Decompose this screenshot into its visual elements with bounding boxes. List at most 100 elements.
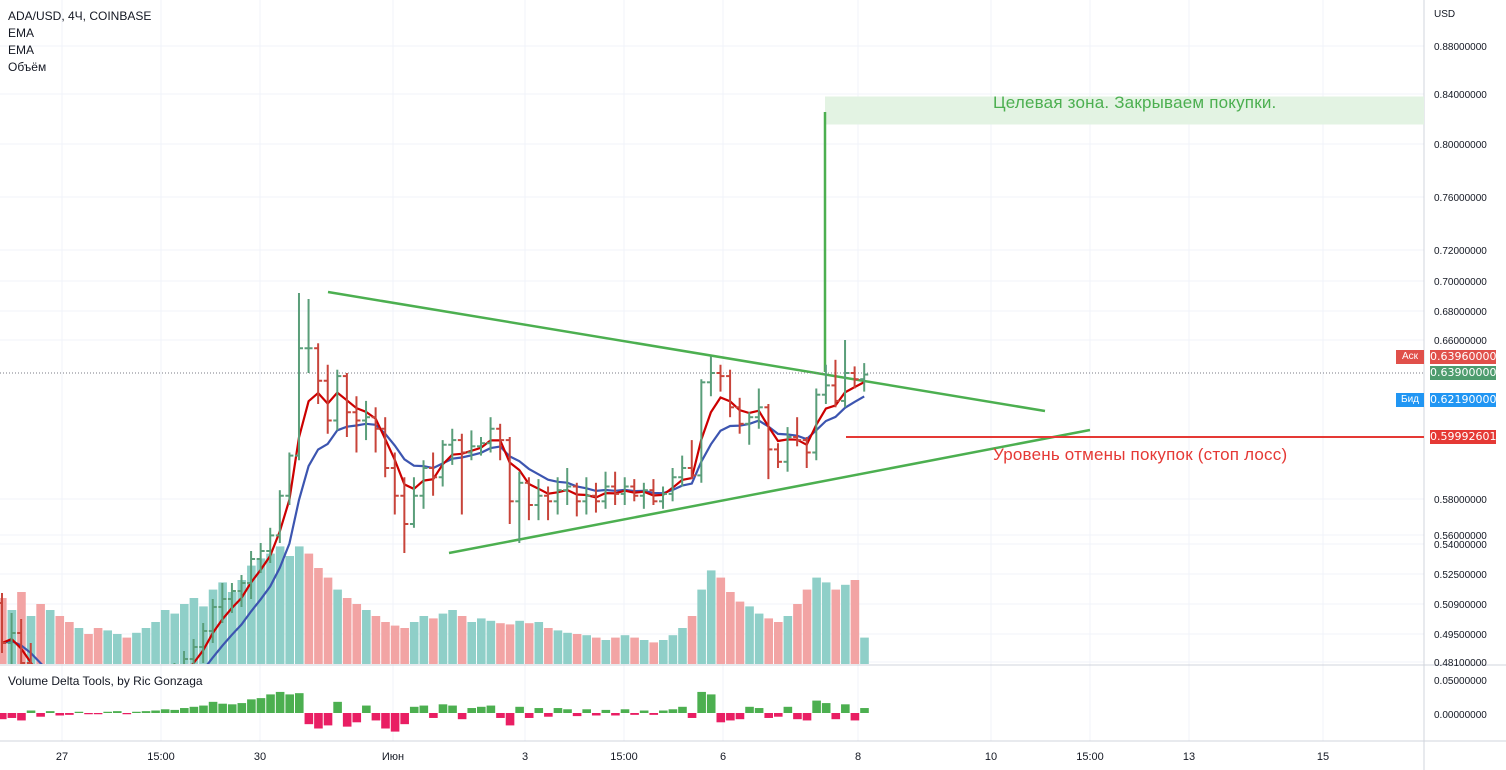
delta-bar	[189, 706, 199, 713]
delta-bar	[266, 694, 275, 713]
volume-bar	[802, 589, 812, 664]
volume-bar	[323, 577, 333, 664]
delta-bar	[668, 709, 678, 713]
price-bar	[352, 396, 361, 453]
price-bar	[304, 299, 313, 373]
price-bar	[189, 639, 198, 664]
price-tick-label: 0.50900000	[1434, 600, 1487, 611]
volume-bar	[419, 616, 429, 664]
delta-bar	[831, 713, 841, 720]
delta-bar	[496, 713, 505, 718]
delta-bar	[400, 713, 409, 725]
chart-legend: ADA/USD, 4Ч, COINBASE EMA EMA Объём	[8, 8, 151, 76]
price-bar	[515, 471, 524, 543]
price-bar	[582, 477, 591, 515]
volume-bar	[582, 635, 591, 664]
delta-bar	[486, 705, 496, 713]
delta-bar	[93, 713, 103, 715]
delta-bar	[601, 709, 611, 713]
price-bar	[611, 471, 620, 505]
volume-bar	[668, 635, 678, 664]
delta-bar	[227, 704, 237, 713]
delta-bar	[199, 705, 208, 713]
price-bar	[409, 477, 418, 528]
delta-bar	[783, 706, 793, 713]
last-price-tag: 0.63900000	[1430, 366, 1497, 380]
price-bar	[726, 369, 735, 418]
price-bar	[793, 417, 802, 447]
price-bar	[745, 412, 754, 445]
delta-bar	[275, 691, 285, 713]
volume-delta-title[interactable]: Volume Delta Tools, by Ric Gonzaga	[8, 674, 203, 688]
price-tick-label: 0.56000000	[1434, 531, 1487, 542]
price-bar	[7, 613, 16, 664]
delta-bar	[611, 713, 620, 716]
price-pane	[0, 96, 1424, 743]
delta-bar	[659, 710, 668, 713]
symbol-title[interactable]: ADA/USD, 4Ч, COINBASE	[8, 9, 152, 23]
pattern-lines	[327, 112, 1091, 555]
price-bar	[237, 575, 246, 607]
price-tick-label: 0.54000000	[1434, 540, 1487, 551]
ema-indicator-2[interactable]: EMA	[8, 43, 35, 57]
price-bar	[275, 490, 284, 543]
volume-bar	[36, 604, 45, 664]
price-bar	[802, 437, 811, 468]
delta-bar	[850, 713, 860, 721]
price-bar	[0, 593, 6, 653]
time-tick-label: Июн	[382, 751, 404, 763]
volume-bar	[821, 582, 831, 664]
delta-bar	[524, 713, 534, 718]
stop-loss-annotation[interactable]: Уровень отмены покупок (стоп лосс)	[993, 445, 1288, 464]
volume-bar	[620, 635, 630, 664]
delta-bar	[649, 713, 659, 715]
volume-bar	[189, 598, 199, 664]
volume-bar	[93, 628, 103, 664]
delta-bar	[26, 710, 36, 713]
volume-bar	[122, 637, 132, 664]
price-tick-label: 0.88000000	[1434, 42, 1487, 53]
volume-indicator[interactable]: Объём	[8, 60, 47, 74]
volume-bar	[45, 610, 55, 664]
price-bar	[735, 397, 744, 434]
delta-bar	[457, 713, 467, 720]
delta-bar	[793, 713, 802, 720]
volume-bar	[639, 640, 649, 664]
volume-bar	[180, 604, 189, 664]
volume-bar	[716, 577, 726, 664]
price-tick-label: 0.70000000	[1434, 277, 1487, 288]
price-bar	[218, 583, 227, 623]
volume-bar	[726, 592, 735, 664]
volume-bar	[448, 610, 457, 664]
volume-bar	[831, 589, 841, 664]
price-bar	[630, 479, 639, 502]
target-zone-annotation[interactable]: Целевая зона. Закрываем покупки.	[993, 93, 1277, 112]
price-bar	[486, 417, 495, 453]
delta-bar	[620, 709, 630, 713]
volume-bar	[544, 628, 553, 664]
volume-bar	[84, 634, 93, 664]
price-bar	[553, 477, 562, 515]
ema-indicator-1[interactable]: EMA	[8, 26, 35, 40]
time-axis: 27 15:00 30 Июн 3 15:00 6 8 10 15:00 13 15	[56, 751, 1329, 763]
volume-bar	[112, 634, 122, 664]
delta-bar	[7, 713, 17, 718]
volume-bar	[706, 570, 716, 664]
volume-bar	[793, 604, 802, 664]
price-bar	[333, 369, 342, 431]
delta-bar	[716, 713, 726, 723]
volume-bar	[304, 553, 314, 664]
time-tick-label: 15	[1317, 751, 1329, 763]
price-bar	[342, 373, 351, 437]
price-bar	[84, 703, 92, 743]
delta-tick-label: 0.00000000	[1434, 710, 1487, 721]
delta-bar	[0, 713, 7, 720]
delta-bar	[112, 711, 122, 713]
price-tick-label: 0.58000000	[1434, 495, 1487, 506]
volume-bar	[141, 628, 151, 664]
price-bar	[754, 388, 763, 429]
volume-bar	[467, 622, 477, 664]
volume-bar	[65, 622, 74, 664]
volume-bar	[860, 637, 869, 664]
